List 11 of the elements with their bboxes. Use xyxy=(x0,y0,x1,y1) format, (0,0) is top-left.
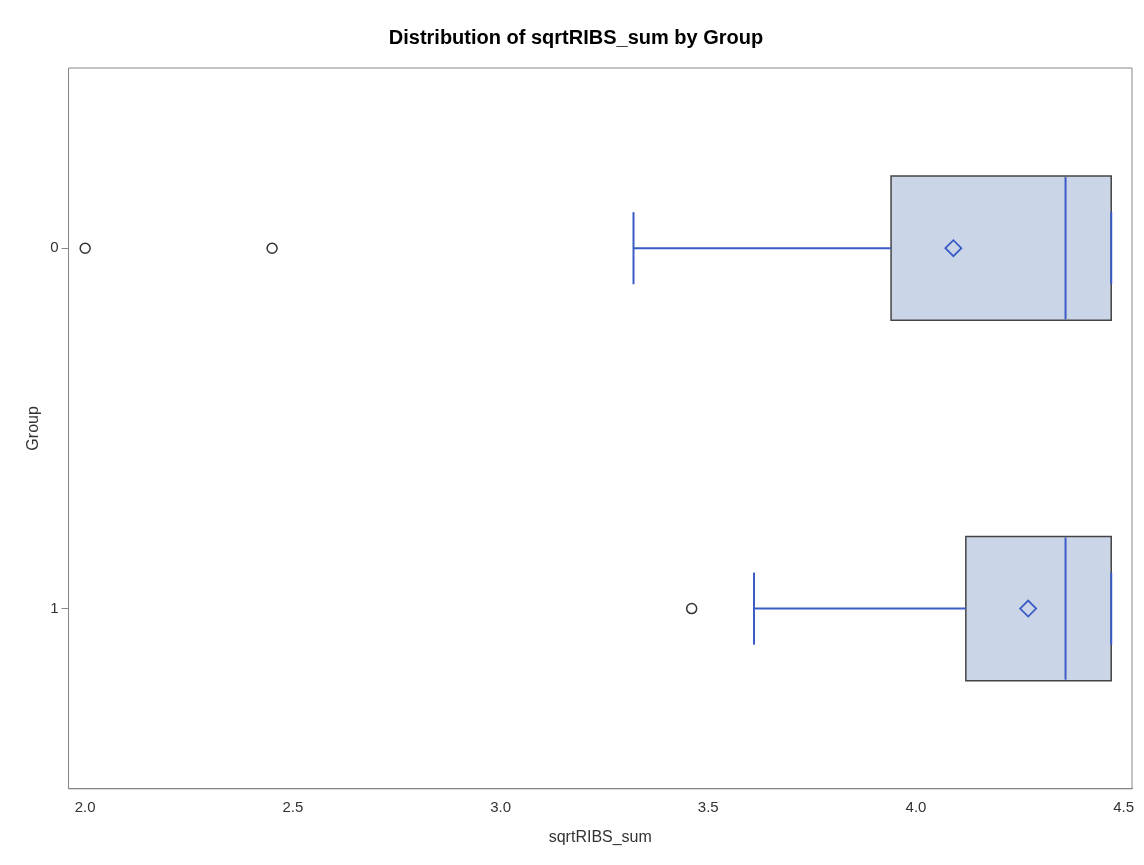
x-axis-title: sqrtRIBS_sum xyxy=(548,827,652,846)
x-tick-label: 4.5 xyxy=(1113,797,1135,815)
y-tick-label: 1 xyxy=(50,598,59,616)
x-tick-label: 2.0 xyxy=(74,797,96,815)
chart-title: Distribution of sqrtRIBS_sum by Group xyxy=(388,25,764,48)
x-tick-label: 4.0 xyxy=(905,797,927,815)
y-axis-title: Group xyxy=(24,406,42,451)
x-tick-label: 3.0 xyxy=(490,797,511,815)
y-tick-label: 0 xyxy=(50,238,59,256)
x-tick-label: 3.5 xyxy=(697,797,719,815)
x-tick-label: 2.5 xyxy=(282,797,304,815)
